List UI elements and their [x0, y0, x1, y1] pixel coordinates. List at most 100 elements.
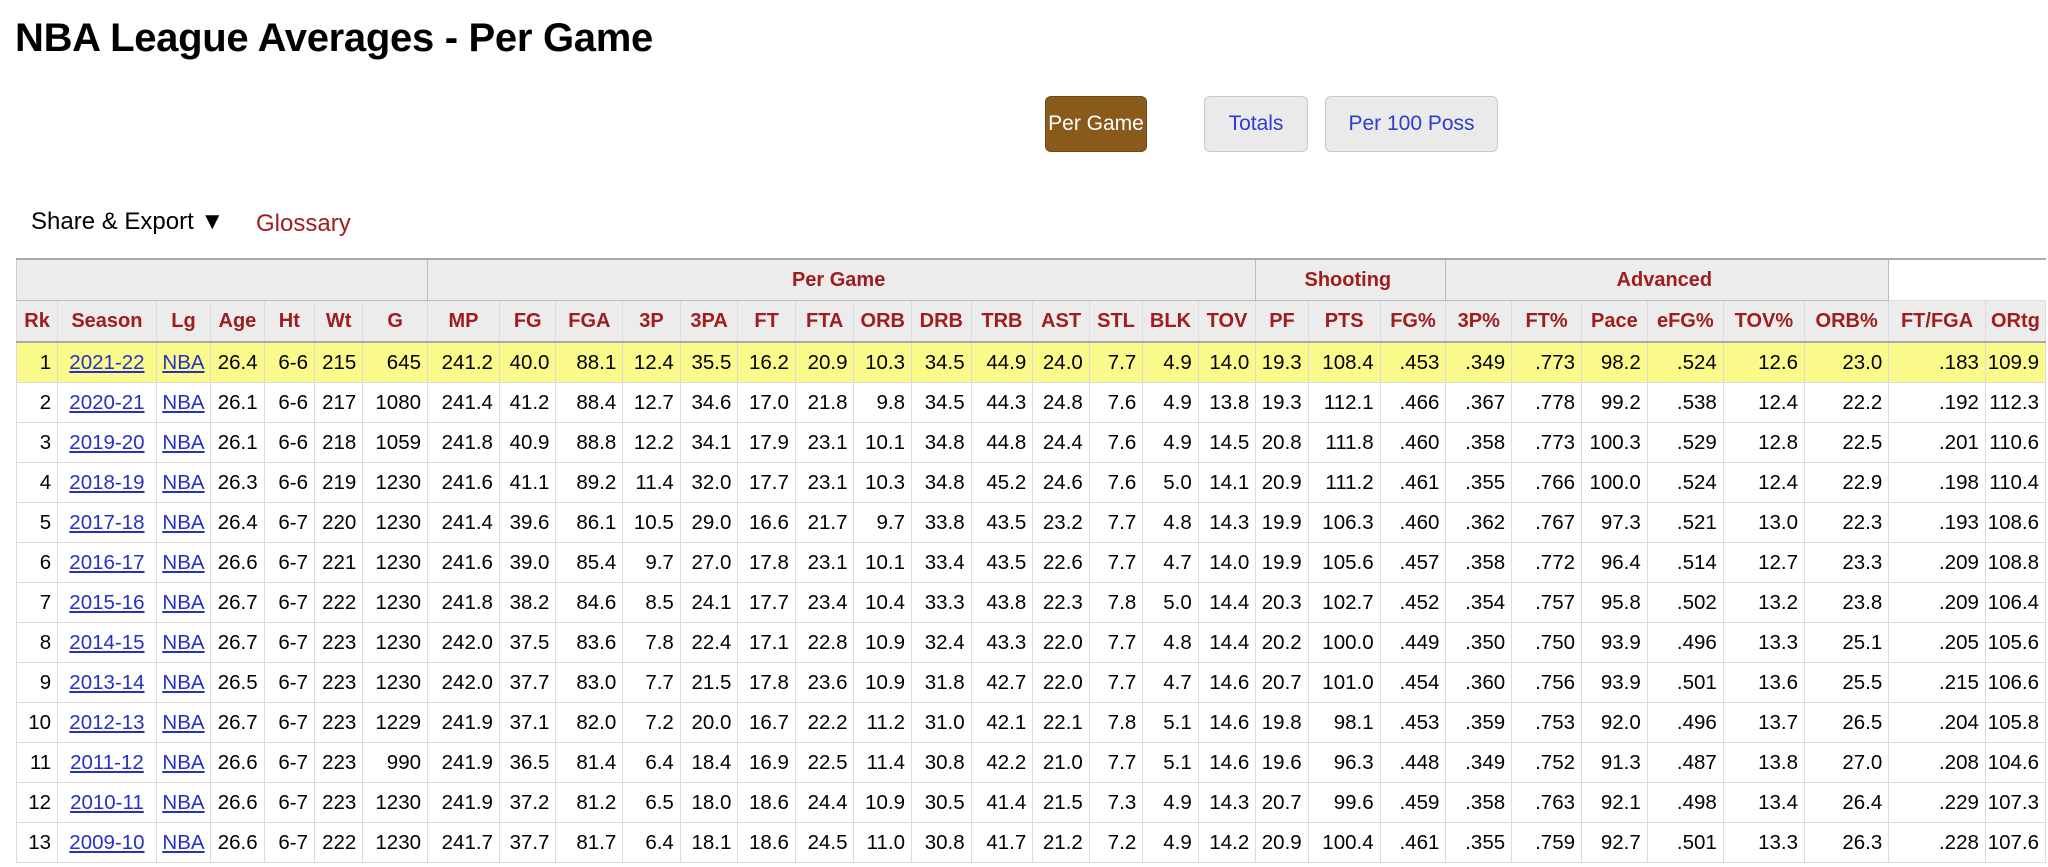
column-header[interactable]: STL	[1088, 300, 1144, 343]
table-cell: 223	[313, 662, 364, 703]
column-header[interactable]: PTS	[1307, 300, 1381, 343]
league-link[interactable]: NBA	[162, 830, 205, 854]
column-header[interactable]: Lg	[155, 300, 212, 343]
column-header[interactable]: 3PA	[679, 300, 739, 343]
table-cell: 7.2	[622, 702, 681, 743]
season-link[interactable]: 2021-22	[69, 350, 145, 374]
share-export-menu[interactable]: Share & Export ▼	[31, 208, 225, 235]
table-row: 13 2009-10 NBA 26.6 6-7 222 1230 241.7 37.7 81.7 6…	[15, 822, 2047, 863]
table-cell: 42.1	[970, 702, 1034, 743]
league-link[interactable]: NBA	[162, 710, 205, 734]
table-cell: 14.3	[1197, 782, 1257, 823]
season-link[interactable]: 2015-16	[69, 590, 145, 614]
column-header[interactable]: Ht	[263, 300, 315, 343]
table-cell: 89.2	[555, 462, 624, 503]
glossary-link[interactable]: Glossary	[256, 210, 351, 237]
table-cell: 26.1	[210, 382, 265, 423]
season-link[interactable]: 2017-18	[69, 510, 145, 534]
per-game-button[interactable]: Per Game	[1045, 96, 1147, 152]
league-link[interactable]: NBA	[162, 630, 205, 654]
season-cell: 2016-17	[57, 542, 157, 583]
column-header[interactable]: 3P%	[1445, 300, 1513, 343]
column-header[interactable]: Season	[57, 300, 157, 343]
column-header[interactable]: FT%	[1511, 300, 1583, 343]
table-cell: 6-6	[263, 382, 315, 423]
table-cell: 82.0	[555, 702, 624, 743]
column-header[interactable]: AST	[1032, 300, 1090, 343]
season-link[interactable]: 2010-11	[70, 790, 144, 814]
season-link[interactable]: 2019-20	[69, 430, 145, 454]
table-cell: .763	[1511, 782, 1583, 823]
table-cell: 223	[313, 742, 364, 783]
table-cell: 17.9	[737, 422, 796, 463]
table-cell: 1230	[362, 822, 429, 863]
table-cell: 111.8	[1307, 422, 1381, 463]
table-cell: 241.4	[427, 502, 500, 543]
per-100-poss-button[interactable]: Per 100 Poss	[1325, 96, 1498, 152]
table-cell: 14.6	[1197, 702, 1257, 743]
column-header[interactable]: ORtg	[1984, 300, 2047, 343]
column-header[interactable]: DRB	[911, 300, 972, 343]
column-header[interactable]: PF	[1255, 300, 1309, 343]
season-link[interactable]: 2011-12	[70, 750, 144, 774]
table-cell: 20.2	[1255, 622, 1309, 663]
column-header[interactable]: ORB	[853, 300, 913, 343]
league-link[interactable]: NBA	[162, 750, 205, 774]
table-cell: 7.2	[1088, 822, 1144, 863]
table-cell: .502	[1646, 582, 1724, 623]
column-header[interactable]: FG	[498, 300, 557, 343]
totals-button[interactable]: Totals	[1204, 96, 1308, 152]
column-header[interactable]: Wt	[313, 300, 364, 343]
table-cell: 30.5	[911, 782, 972, 823]
column-header[interactable]: FT	[737, 300, 796, 343]
table-cell: 11.0	[853, 822, 913, 863]
column-header[interactable]: FGA	[555, 300, 624, 343]
column-header[interactable]: FT/FGA	[1888, 300, 1986, 343]
league-link[interactable]: NBA	[162, 390, 205, 414]
column-header[interactable]: eFG%	[1646, 300, 1724, 343]
league-link[interactable]: NBA	[162, 510, 205, 534]
column-header[interactable]: Age	[210, 300, 265, 343]
season-link[interactable]: 2012-13	[69, 710, 145, 734]
column-header[interactable]: TOV%	[1722, 300, 1806, 343]
league-link[interactable]: NBA	[162, 430, 205, 454]
league-link[interactable]: NBA	[162, 790, 205, 814]
column-header[interactable]: FG%	[1379, 300, 1447, 343]
table-cell: .767	[1511, 502, 1583, 543]
page-title: NBA League Averages - Per Game	[15, 16, 653, 60]
league-link[interactable]: NBA	[162, 670, 205, 694]
season-link[interactable]: 2013-14	[69, 670, 145, 694]
table-cell: 21.2	[1032, 822, 1090, 863]
season-link[interactable]: 2014-15	[69, 630, 145, 654]
column-header[interactable]: ORB%	[1804, 300, 1890, 343]
table-cell: 4.9	[1142, 341, 1199, 383]
season-link[interactable]: 2018-19	[69, 470, 145, 494]
table-cell: 108.6	[1984, 502, 2047, 543]
table-cell: .350	[1445, 622, 1513, 663]
column-header[interactable]: Pace	[1581, 300, 1648, 343]
table-row: 12 2010-11 NBA 26.6 6-7 223 1230 241.9 37.2 81.2 6…	[15, 782, 2047, 823]
column-header[interactable]: Rk	[15, 300, 59, 343]
league-link[interactable]: NBA	[162, 590, 205, 614]
league-link[interactable]: NBA	[162, 470, 205, 494]
column-header[interactable]: BLK	[1142, 300, 1199, 343]
table-cell: 108.4	[1307, 341, 1381, 383]
season-link[interactable]: 2009-10	[69, 830, 145, 854]
season-link[interactable]: 2016-17	[69, 550, 145, 574]
column-header[interactable]: TOV	[1197, 300, 1257, 343]
column-header[interactable]: G	[362, 300, 429, 343]
column-header[interactable]: FTA	[794, 300, 855, 343]
column-header[interactable]: TRB	[970, 300, 1034, 343]
table-cell: 6.5	[622, 782, 681, 823]
season-link[interactable]: 2020-21	[69, 390, 145, 414]
table-cell: 7.8	[622, 622, 681, 663]
table-cell: 40.0	[498, 341, 557, 383]
column-header[interactable]: 3P	[622, 300, 681, 343]
table-cell: 26.6	[210, 742, 265, 783]
table-cell: 16.2	[737, 341, 796, 383]
table-cell: .208	[1888, 742, 1986, 783]
column-header[interactable]: MP	[427, 300, 500, 343]
league-link[interactable]: NBA	[162, 550, 205, 574]
table-cell: 12.2	[622, 422, 681, 463]
league-link[interactable]: NBA	[162, 350, 205, 374]
